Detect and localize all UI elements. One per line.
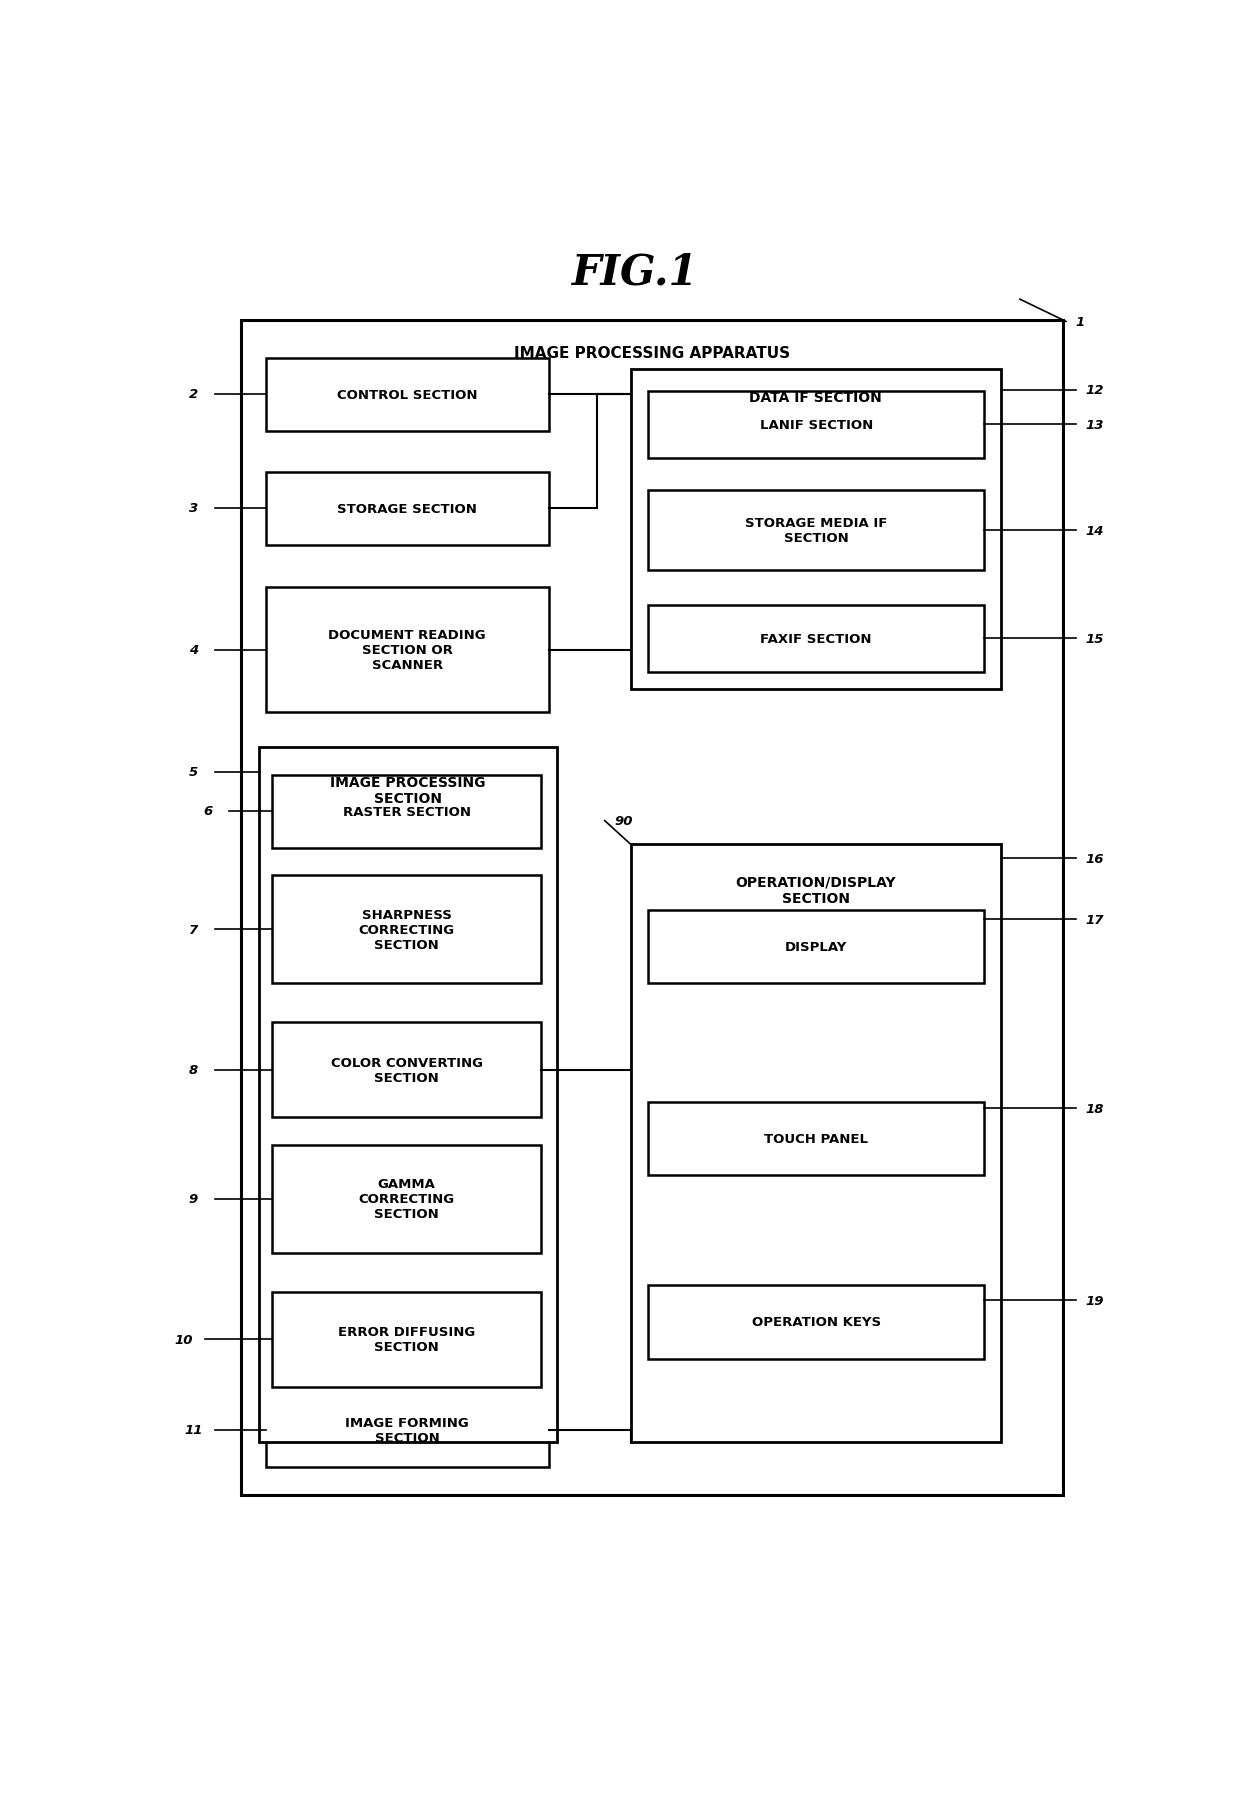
Text: IMAGE PROCESSING
SECTION: IMAGE PROCESSING SECTION <box>330 776 486 805</box>
Bar <box>273 1292 542 1386</box>
Bar <box>273 1023 542 1117</box>
Bar <box>649 491 985 570</box>
Text: 2: 2 <box>188 388 198 401</box>
Bar <box>273 1144 542 1253</box>
Bar <box>259 747 557 1442</box>
Text: OPERATION KEYS: OPERATION KEYS <box>751 1316 880 1328</box>
Text: 7: 7 <box>188 922 198 937</box>
Text: TOUCH PANEL: TOUCH PANEL <box>764 1132 868 1144</box>
Bar <box>649 392 985 458</box>
Text: 9: 9 <box>188 1193 198 1206</box>
Text: 12: 12 <box>1085 384 1104 397</box>
Text: FAXIF SECTION: FAXIF SECTION <box>760 632 872 646</box>
Text: 18: 18 <box>1085 1103 1104 1115</box>
Text: SHARPNESS
CORRECTING
SECTION: SHARPNESS CORRECTING SECTION <box>358 908 455 951</box>
Text: 6: 6 <box>203 805 212 818</box>
Bar <box>265 588 549 713</box>
Text: CONTROL SECTION: CONTROL SECTION <box>337 388 477 403</box>
Text: 8: 8 <box>188 1063 198 1076</box>
Text: 15: 15 <box>1085 632 1104 646</box>
Text: ERROR DIFFUSING
SECTION: ERROR DIFFUSING SECTION <box>339 1325 475 1354</box>
Bar <box>265 359 549 431</box>
Text: 14: 14 <box>1085 523 1104 538</box>
Text: 17: 17 <box>1085 913 1104 926</box>
Bar <box>265 1393 549 1467</box>
Text: 5: 5 <box>188 765 198 780</box>
Text: 4: 4 <box>188 644 198 657</box>
Text: STORAGE MEDIA IF
SECTION: STORAGE MEDIA IF SECTION <box>745 516 888 545</box>
Text: RASTER SECTION: RASTER SECTION <box>342 805 471 819</box>
Text: FIG.1: FIG.1 <box>572 251 699 292</box>
Text: DOCUMENT READING
SECTION OR
SCANNER: DOCUMENT READING SECTION OR SCANNER <box>329 628 486 671</box>
Text: IMAGE FORMING
SECTION: IMAGE FORMING SECTION <box>346 1417 469 1444</box>
Text: STORAGE SECTION: STORAGE SECTION <box>337 502 477 516</box>
Bar <box>631 370 1001 690</box>
Bar <box>649 606 985 673</box>
Text: 90: 90 <box>614 814 632 828</box>
Text: 13: 13 <box>1085 419 1104 431</box>
Bar <box>649 1101 985 1175</box>
Bar <box>649 1285 985 1359</box>
Text: GAMMA
CORRECTING
SECTION: GAMMA CORRECTING SECTION <box>358 1177 455 1220</box>
Text: COLOR CONVERTING
SECTION: COLOR CONVERTING SECTION <box>331 1056 482 1085</box>
Bar <box>273 875 542 984</box>
Text: 1: 1 <box>1075 316 1085 329</box>
Text: 11: 11 <box>185 1424 202 1437</box>
Text: DISPLAY: DISPLAY <box>785 940 847 953</box>
Text: OPERATION/DISPLAY
SECTION: OPERATION/DISPLAY SECTION <box>735 875 897 906</box>
Bar <box>273 776 542 848</box>
Text: 19: 19 <box>1085 1294 1104 1307</box>
Text: 10: 10 <box>175 1334 193 1347</box>
Text: DATA IF SECTION: DATA IF SECTION <box>749 390 882 404</box>
Bar <box>631 845 1001 1442</box>
Text: IMAGE PROCESSING APPARATUS: IMAGE PROCESSING APPARATUS <box>515 347 790 361</box>
Text: 16: 16 <box>1085 852 1104 865</box>
Text: 3: 3 <box>188 502 198 514</box>
Bar <box>242 321 1063 1495</box>
Text: LANIF SECTION: LANIF SECTION <box>760 419 873 431</box>
Bar <box>649 910 985 984</box>
Bar <box>265 473 549 545</box>
